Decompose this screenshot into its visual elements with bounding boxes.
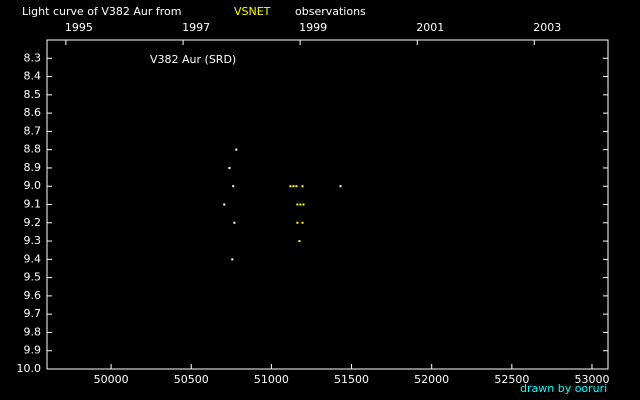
x2-tick-label: 1997	[182, 21, 210, 34]
y-tick-label: 8.7	[24, 124, 42, 137]
y-tick-label: 9.3	[24, 234, 42, 247]
data-point	[302, 203, 305, 206]
data-point	[232, 185, 235, 188]
y-tick-label: 9.8	[24, 325, 42, 338]
y-tick-label: 8.3	[24, 51, 42, 64]
y-tick-label: 9.4	[24, 252, 42, 265]
x-tick-label: 50000	[94, 373, 129, 386]
y-tick-label: 9.0	[24, 179, 42, 192]
x-tick-label: 51000	[254, 373, 289, 386]
data-point	[223, 203, 226, 206]
y-tick-label: 9.5	[24, 271, 42, 284]
y-tick-label: 8.9	[24, 161, 42, 174]
data-point	[301, 185, 304, 188]
x2-tick-label: 1999	[299, 21, 327, 34]
data-point	[235, 148, 238, 151]
x2-tick-label: 1995	[65, 21, 93, 34]
data-point	[228, 166, 231, 169]
y-tick-label: 9.7	[24, 307, 42, 320]
data-point	[339, 185, 342, 188]
data-point	[299, 203, 302, 206]
data-point	[292, 185, 295, 188]
data-point	[296, 203, 299, 206]
chart-title: Light curve of V382 Aur from	[22, 5, 182, 18]
x-tick-label: 52000	[414, 373, 449, 386]
y-tick-label: 10.0	[17, 362, 42, 375]
x-tick-label: 50500	[174, 373, 209, 386]
data-point	[289, 185, 292, 188]
data-point	[298, 240, 301, 243]
x-tick-label: 53000	[574, 373, 609, 386]
data-point	[233, 221, 236, 224]
y-tick-label: 8.4	[24, 70, 42, 83]
plot-frame	[46, 39, 609, 370]
y-tick-label: 9.2	[24, 216, 42, 229]
x2-tick-label: 2001	[416, 21, 444, 34]
data-point	[231, 258, 234, 261]
data-point	[295, 185, 298, 188]
x-tick-label: 51500	[334, 373, 369, 386]
credit: drawn by ooruri	[520, 382, 607, 395]
y-tick-label: 9.9	[24, 344, 42, 357]
x2-tick-label: 2003	[533, 21, 561, 34]
data-point	[296, 221, 299, 224]
y-tick-label: 8.6	[24, 106, 42, 119]
y-tick-label: 9.6	[24, 289, 42, 302]
chart-title-end: observations	[295, 5, 366, 18]
annotation: V382 Aur (SRD)	[150, 53, 236, 66]
chart-title-highlight: VSNET	[234, 5, 271, 18]
y-tick-label: 9.1	[24, 198, 42, 211]
y-tick-label: 8.5	[24, 88, 42, 101]
x-tick-label: 52500	[494, 373, 529, 386]
data-point	[301, 221, 304, 224]
y-tick-label: 8.8	[24, 143, 42, 156]
